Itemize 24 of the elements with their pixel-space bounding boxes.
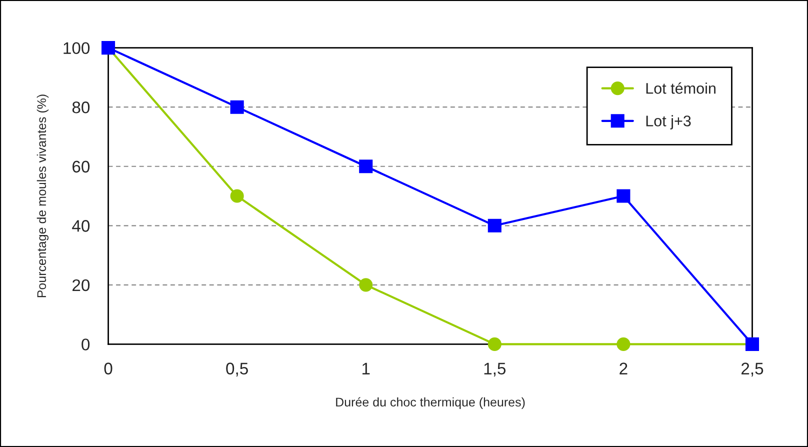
legend-label: Lot témoin bbox=[646, 82, 716, 94]
point bbox=[359, 278, 373, 292]
legend-label: Lot j+3 bbox=[646, 115, 691, 130]
point bbox=[359, 160, 373, 174]
x-tick-label: 1,5 bbox=[484, 362, 506, 376]
y-tick-label: 100 bbox=[64, 42, 90, 54]
x-tick-label: 2,5 bbox=[742, 362, 764, 376]
point bbox=[488, 337, 502, 351]
point bbox=[230, 100, 244, 114]
y-tick-label: 0 bbox=[82, 338, 90, 350]
x-tick-label: 2 bbox=[620, 362, 628, 374]
y-tick-label: 40 bbox=[72, 220, 90, 232]
y-tick-label: 60 bbox=[72, 160, 90, 173]
x-axis-title: Durée du choc thermique (heures) bbox=[336, 397, 525, 410]
x-tick-label: 0 bbox=[104, 362, 112, 374]
point bbox=[230, 189, 244, 203]
y-tick-label: 80 bbox=[72, 102, 90, 114]
x-tick-label: 1 bbox=[362, 362, 370, 374]
point bbox=[616, 189, 630, 203]
y-tick-label: 20 bbox=[72, 279, 90, 292]
point bbox=[488, 218, 502, 232]
x-tick-label: 0,5 bbox=[226, 362, 248, 376]
y-axis-title: Pourcentage de moules vivantes (%) bbox=[36, 94, 49, 298]
point bbox=[616, 337, 630, 351]
